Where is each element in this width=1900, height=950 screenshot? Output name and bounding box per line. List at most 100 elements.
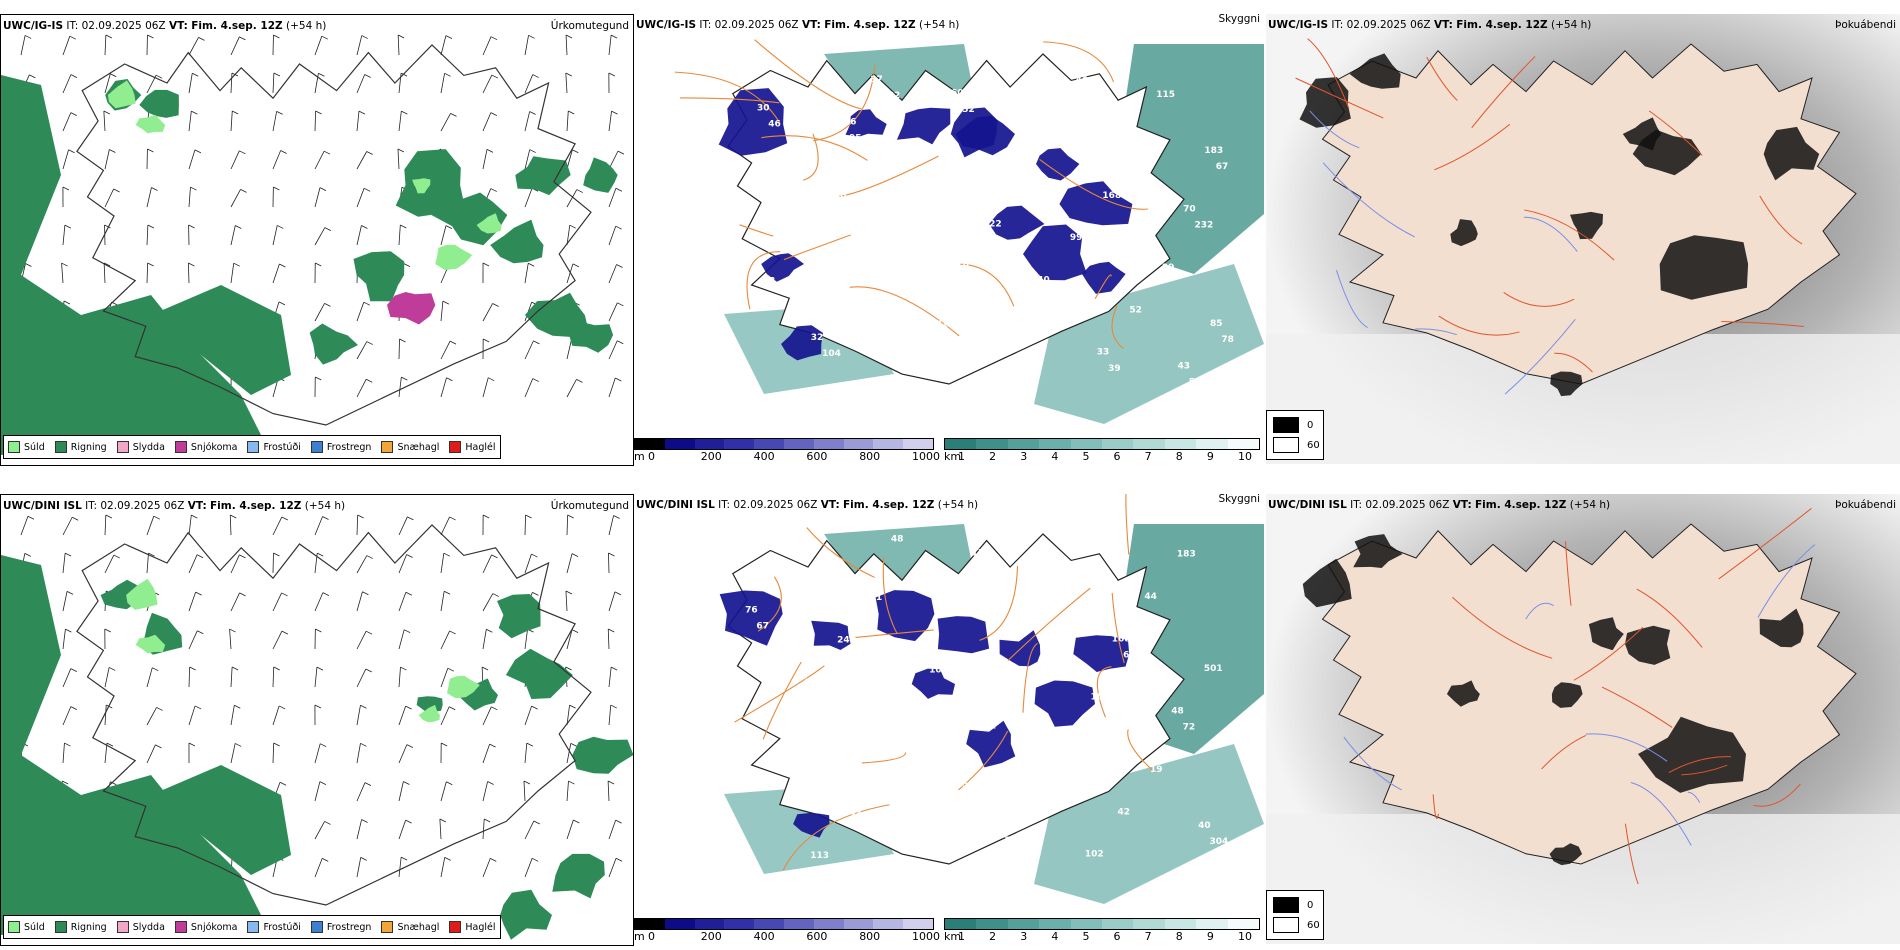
colorbar-segment bbox=[664, 439, 695, 449]
colorbar-segment bbox=[1007, 439, 1040, 449]
legend-swatch bbox=[381, 921, 394, 933]
cloud-base-label: 482 bbox=[882, 91, 901, 101]
fog-legend-swatch bbox=[1273, 897, 1299, 913]
cloud-base-label: 53 bbox=[1058, 735, 1071, 745]
visibility-panel-top: 98 115 156 183 116 60 56 43 32 44 40 35 53 52 36 66 30 37… bbox=[634, 14, 1264, 464]
lead-time: (+54 h) bbox=[304, 500, 346, 512]
colorbar-tick: 2 bbox=[989, 930, 997, 943]
colorbar-tick: 600 bbox=[806, 930, 828, 943]
cloud-base-label: 88 bbox=[816, 176, 829, 186]
colorbar-segment bbox=[1101, 919, 1134, 929]
colorbar-segment bbox=[843, 919, 874, 929]
legend-label: Snjókoma bbox=[190, 441, 238, 453]
cloud-base-label: 50 bbox=[1016, 334, 1029, 344]
precip-legend-item: Snjókoma bbox=[174, 441, 238, 453]
precip-legend-item: Snæhagl bbox=[381, 921, 439, 933]
colorbar-tick: 2 bbox=[989, 450, 997, 463]
cloud-base-label: 35 bbox=[1151, 247, 1164, 257]
cloud-base-label: 53 bbox=[930, 147, 943, 157]
cloud-base-label: 98 bbox=[865, 232, 878, 242]
vt-label: VT: bbox=[801, 19, 821, 31]
cloud-base-label: 42 bbox=[1117, 807, 1130, 817]
cloud-base-label: 104 bbox=[822, 349, 841, 359]
cloud-base-label: 113 bbox=[795, 234, 814, 244]
vt-value: Fim. 4.sep. 12Z bbox=[824, 19, 916, 31]
colorbar-segment bbox=[635, 439, 665, 449]
colorbar-tick: 1000 bbox=[912, 930, 940, 943]
cloud-base-label: 64 bbox=[1031, 621, 1044, 631]
it-value: 02.09.2025 06Z bbox=[1346, 19, 1431, 31]
legend-label: Frostregn bbox=[326, 441, 372, 453]
legend-label: Frostúði bbox=[263, 921, 301, 933]
cloud-base-label: 94 bbox=[999, 663, 1012, 673]
cloud-base-label: 902 bbox=[1096, 536, 1115, 546]
vt-value: Fim. 4.sep. 12Z bbox=[843, 499, 935, 511]
precip-legend-item: Súld bbox=[8, 441, 45, 453]
colorbar-segment bbox=[1039, 439, 1071, 449]
cloud-base-label: 116 bbox=[838, 117, 857, 127]
it-label: IT: bbox=[85, 500, 98, 512]
colorbar-tick: 7 bbox=[1144, 930, 1152, 943]
fog-legend-swatch bbox=[1273, 917, 1299, 933]
precip-header-top: UWC/IG-IS IT: 02.09.2025 06Z VT: Fim. 4.… bbox=[1, 15, 633, 37]
precip-title: Úrkomutegund bbox=[550, 20, 629, 32]
colorbar-segment bbox=[903, 439, 933, 449]
cloud-base-label: 37 bbox=[870, 75, 883, 85]
precip-legend-item: Rigning bbox=[54, 441, 107, 453]
precip-legend-item: Slydda bbox=[116, 921, 165, 933]
visibility-colorbar-top: km 1 2 3 4 5 6 7 8 9 10 bbox=[944, 438, 1260, 464]
visibility-panel-bottom: 94 168 76 108 132 102 40 54 42 53 48 33 55 64 44 56 48 32… bbox=[634, 494, 1264, 944]
model-name: UWC/IG-IS bbox=[3, 20, 64, 32]
cloud-base-label: 82 bbox=[864, 750, 877, 760]
cloud-base-label: 151 bbox=[956, 780, 975, 790]
model-name: UWC/DINI ISL bbox=[3, 500, 82, 512]
colorbar-strip bbox=[634, 438, 934, 450]
cloud-base-label: 71 bbox=[935, 320, 948, 330]
legend-label: Rigning bbox=[70, 441, 107, 453]
cloud-base-label: 40 bbox=[1198, 821, 1211, 831]
legend-label: Snæhagl bbox=[397, 441, 440, 453]
colorbar-strip bbox=[944, 918, 1260, 930]
cloud-base-label: 33 bbox=[805, 678, 818, 688]
visibility-colorbar-bottom: km 1 2 3 4 5 6 7 8 9 10 bbox=[944, 918, 1260, 944]
lead-time: (+54 h) bbox=[1551, 19, 1592, 31]
it-label: IT: bbox=[718, 499, 731, 511]
cloud-base-label: 32 bbox=[811, 333, 824, 343]
cloud-base-label: 68 bbox=[763, 277, 776, 287]
colorbar-segment bbox=[976, 439, 1008, 449]
fog-map-bottom bbox=[1266, 494, 1900, 944]
cloud-base-label: 110 bbox=[1043, 119, 1062, 129]
cloud-base-label: 85 bbox=[1210, 319, 1223, 329]
legend-swatch bbox=[174, 921, 187, 933]
cloud-base-label: 46 bbox=[768, 120, 781, 130]
fog-title: Þokuábendi bbox=[1835, 19, 1896, 31]
colorbar-tick: 5 bbox=[1082, 450, 1090, 463]
cloud-base-label: 59 bbox=[957, 262, 970, 272]
precip-legend-item: Súld bbox=[8, 921, 45, 933]
vt-label: VT: bbox=[1433, 19, 1453, 31]
colorbar-tick: 400 bbox=[753, 450, 775, 463]
cloud-base-label: 66 bbox=[995, 62, 1008, 72]
vt-value: Fim. 4.sep. 12Z bbox=[191, 20, 283, 32]
cloud-base-label: 56 bbox=[778, 563, 791, 573]
legend-label: Snjókoma bbox=[190, 921, 238, 933]
colorbar-tick: 5 bbox=[1082, 930, 1090, 943]
colorbar-segment bbox=[813, 919, 844, 929]
cloud-base-label: 501 bbox=[1204, 664, 1223, 674]
colorbar-segment bbox=[694, 439, 725, 449]
precip-header-bottom: UWC/DINI ISL IT: 02.09.2025 06Z VT: Fim.… bbox=[1, 495, 633, 517]
precip-legend-item: Frostúði bbox=[247, 441, 301, 453]
cloud-base-label: 58 bbox=[903, 363, 916, 373]
model-name: UWC/DINI ISL bbox=[636, 499, 715, 511]
cloud-base-label: 46 bbox=[843, 290, 856, 300]
precip-legend-item: Haglél bbox=[449, 921, 496, 933]
fog-title: Þokuábendi bbox=[1835, 499, 1896, 511]
legend-label: Súld bbox=[24, 441, 45, 453]
colorbar-segment bbox=[1101, 439, 1134, 449]
vt-label: VT: bbox=[820, 499, 840, 511]
cloud-base-label: 70 bbox=[1183, 204, 1196, 214]
cloud-base-label: 55 bbox=[1022, 177, 1035, 187]
colorbar-tick: 6 bbox=[1113, 450, 1121, 463]
cloud-base-label: 10 bbox=[929, 665, 942, 675]
colorbar-tick: 0 bbox=[648, 450, 655, 463]
